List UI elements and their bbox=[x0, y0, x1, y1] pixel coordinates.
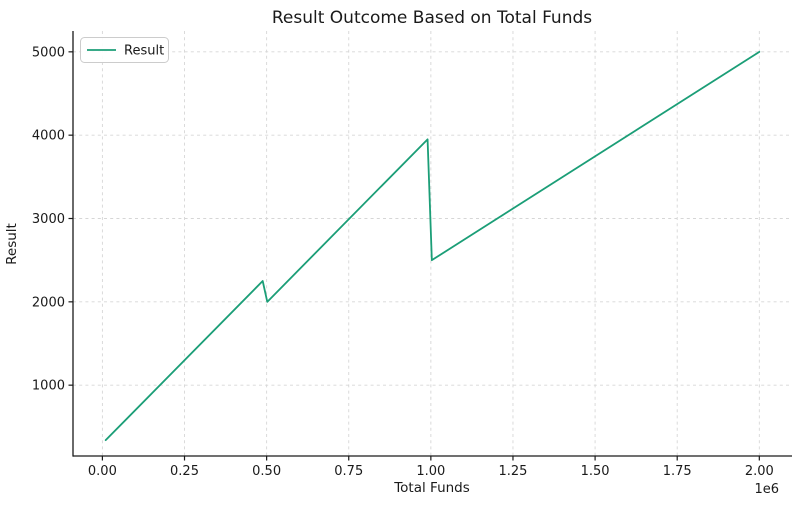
x-tick-label: 0.00 bbox=[88, 464, 117, 479]
x-offset-label: 1e6 bbox=[754, 482, 779, 497]
x-axis-label: Total Funds bbox=[393, 480, 470, 496]
chart-title: Result Outcome Based on Total Funds bbox=[272, 8, 592, 28]
result-line bbox=[104, 50, 761, 442]
legend-entry-label: Result bbox=[124, 44, 164, 59]
x-tick-label: 2.00 bbox=[745, 464, 774, 479]
y-tick-label: 4000 bbox=[32, 129, 65, 144]
legend-box bbox=[80, 37, 169, 63]
tick-layer: 0.00 0.25 0.50 0.75 1.00 1.25 1.50 1.75 2.00 1000… bbox=[32, 45, 774, 479]
x-tick-label: 1.50 bbox=[581, 464, 610, 479]
x-tick-label: 0.25 bbox=[170, 464, 199, 479]
series-layer bbox=[104, 50, 761, 442]
x-tick-label: 1.00 bbox=[416, 464, 445, 479]
legend[interactable]: Result bbox=[80, 37, 169, 63]
x-tick-label: 0.75 bbox=[334, 464, 363, 479]
x-tick-label: 1.75 bbox=[663, 464, 692, 479]
y-tick-label: 3000 bbox=[32, 212, 65, 227]
y-tick-label: 2000 bbox=[32, 295, 65, 310]
y-axis-label: Result bbox=[4, 223, 20, 265]
y-tick-label: 5000 bbox=[32, 45, 65, 60]
x-tick-label: 1.25 bbox=[498, 464, 527, 479]
y-tick-label: 1000 bbox=[32, 379, 65, 394]
x-tick-label: 0.50 bbox=[252, 464, 281, 479]
axes-spines bbox=[72, 31, 792, 457]
grid-layer bbox=[73, 31, 792, 456]
